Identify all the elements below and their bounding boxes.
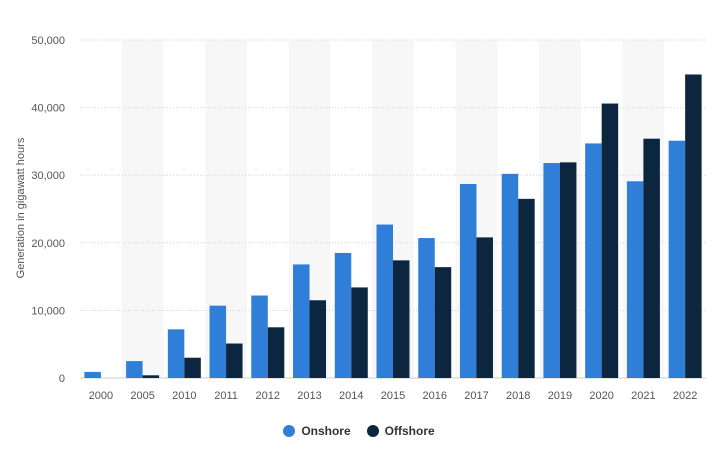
x-tick-label: 2015 (381, 390, 405, 402)
x-tick-label: 2018 (506, 390, 530, 402)
bar-onshore-2010[interactable] (167, 329, 185, 378)
bar-offshore-2021[interactable] (643, 138, 660, 378)
y-axis-title: Generation in gigawatt hours (15, 137, 27, 278)
bars (84, 74, 702, 378)
legend-item-offshore[interactable]: Offshore (366, 424, 435, 438)
bar-offshore-2015[interactable] (393, 260, 410, 378)
x-axis-ticks: 2000 2005 2010 2011 2012 2013 2014 2015 2016 2017… (89, 390, 698, 402)
x-tick-label: 2022 (673, 390, 697, 402)
bar-onshore-2020[interactable] (585, 143, 602, 378)
x-tick-label: 2011 (214, 390, 238, 402)
bar-onshore-2018[interactable] (501, 173, 519, 378)
band-2005 (121, 40, 164, 378)
bar-offshore-2017[interactable] (476, 237, 493, 378)
bar-offshore-2005[interactable] (142, 375, 160, 378)
x-tick-label: 2021 (631, 390, 655, 402)
y-tick-label: 50,000 (31, 35, 65, 47)
x-tick-label: 2000 (89, 390, 113, 402)
bar-chart: 0 10,000 20,000 30,000 40,000 50,000 2000 2005… (15, 35, 706, 402)
bar-offshore-2010[interactable] (184, 357, 201, 378)
x-tick-label: 2012 (256, 390, 280, 402)
bar-onshore-2017[interactable] (459, 183, 477, 378)
legend-item-onshore[interactable]: Onshore (283, 424, 351, 438)
x-tick-label: 2013 (297, 390, 321, 402)
legend: Onshore Offshore (0, 424, 718, 438)
x-tick-label: 2010 (172, 390, 196, 402)
bar-onshore-2022[interactable] (668, 140, 686, 378)
bar-onshore-2021[interactable] (626, 181, 644, 378)
bar-offshore-2018[interactable] (518, 198, 535, 378)
x-tick-label: 2019 (548, 390, 572, 402)
bar-onshore-2015[interactable] (376, 224, 394, 378)
legend-label-offshore: Offshore (384, 424, 435, 438)
bar-offshore-2013[interactable] (309, 300, 327, 378)
bar-offshore-2011[interactable] (226, 343, 243, 378)
bar-onshore-2011[interactable] (209, 305, 227, 378)
bar-onshore-2016[interactable] (418, 238, 435, 378)
bar-onshore-2012[interactable] (251, 295, 268, 378)
bar-onshore-2013[interactable] (293, 264, 310, 378)
bar-offshore-2012[interactable] (267, 327, 285, 378)
bar-onshore-2014[interactable] (334, 252, 352, 378)
legend-label-onshore: Onshore (301, 424, 351, 438)
bar-offshore-2020[interactable] (601, 103, 619, 378)
x-tick-label: 2014 (339, 390, 363, 402)
bar-onshore-2000[interactable] (84, 371, 101, 378)
bar-offshore-2022[interactable] (685, 74, 702, 378)
bar-onshore-2019[interactable] (543, 163, 560, 378)
y-tick-label: 40,000 (31, 103, 65, 115)
x-tick-label: 2020 (589, 390, 613, 402)
legend-dot-offshore (366, 425, 379, 437)
bar-offshore-2016[interactable] (434, 267, 452, 378)
bar-offshore-2019[interactable] (559, 162, 577, 378)
x-tick-label: 2016 (422, 390, 446, 402)
legend-dot-onshore (283, 425, 296, 437)
x-tick-label: 2005 (130, 390, 154, 402)
y-tick-label: 20,000 (31, 238, 65, 250)
x-tick-label: 2017 (464, 390, 488, 402)
y-axis-ticks: 0 10,000 20,000 30,000 40,000 50,000 (31, 35, 65, 385)
bar-onshore-2005[interactable] (126, 361, 143, 378)
bar-offshore-2014[interactable] (351, 287, 368, 378)
y-tick-label: 0 (59, 373, 65, 385)
y-tick-label: 10,000 (31, 305, 65, 317)
y-tick-label: 30,000 (31, 170, 65, 182)
